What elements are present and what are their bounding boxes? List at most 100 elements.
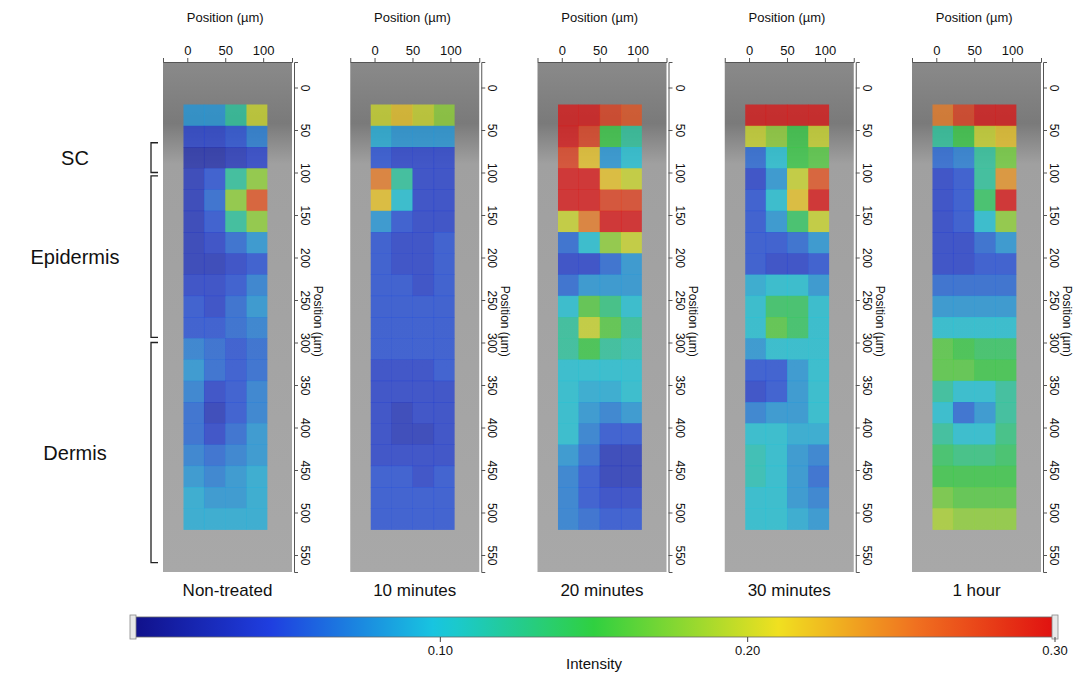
x-tick-label: 50 <box>780 43 794 58</box>
tissue-background <box>538 62 667 572</box>
x-tick-mark <box>600 58 601 62</box>
heatmap-cell <box>578 508 600 530</box>
heatmap-cell <box>246 508 267 530</box>
x-tick-mark <box>562 58 563 62</box>
heatmap-cell <box>225 275 247 297</box>
heatmap-cell <box>787 445 809 467</box>
heatmap-cell <box>953 402 975 424</box>
y-tick-mark <box>669 513 673 514</box>
x-tick: 0 <box>559 43 566 62</box>
heatmap-cell <box>745 317 766 339</box>
heatmap-cell <box>204 147 226 169</box>
heatmap-cell <box>808 487 829 509</box>
y-tick-label: 450 <box>1047 460 1061 480</box>
heatmap-cell <box>391 147 413 169</box>
y-tick-mark <box>294 428 298 429</box>
heatmap-cell <box>932 423 953 445</box>
y-tick-label: 200 <box>1047 248 1061 268</box>
heatmap-cell <box>766 466 788 488</box>
heatmap-cell <box>745 190 766 212</box>
tissue-background <box>350 62 479 572</box>
y-tick-label: 350 <box>485 375 499 395</box>
y-tick-label: 150 <box>673 205 687 225</box>
heatmap-cell <box>225 508 247 530</box>
heatmap-cell <box>558 360 579 382</box>
heatmap-cell <box>974 253 996 275</box>
heatmap-cell <box>974 338 996 360</box>
y-tick-mark <box>481 385 485 386</box>
heatmap-cell <box>391 423 413 445</box>
heatmap-cell <box>412 466 434 488</box>
y-tick: 550 <box>669 545 687 565</box>
heatmap-cell <box>183 508 204 530</box>
heatmap-cell <box>600 402 622 424</box>
y-tick-mark <box>1043 300 1047 301</box>
heatmap-cell <box>766 402 788 424</box>
heatmap-cell <box>600 296 622 318</box>
y-tick: 350 <box>294 375 312 395</box>
heatmap-cell <box>204 338 226 360</box>
heatmap-cell <box>766 296 788 318</box>
heatmap-cell <box>766 275 788 297</box>
heatmap-cell <box>578 402 600 424</box>
heatmap-cell <box>808 211 829 233</box>
y-tick: 350 <box>856 375 874 395</box>
heatmap-cell <box>953 211 975 233</box>
y-tick-mark <box>669 555 673 556</box>
y-axis: 050100150200250300350400450500550 <box>856 63 874 573</box>
heatmap-cell <box>600 466 622 488</box>
heatmap-cell <box>995 360 1016 382</box>
x-tick-mark <box>974 58 975 62</box>
x-axis-line <box>538 58 667 63</box>
heatmap-cell <box>766 381 788 403</box>
heatmap-cell <box>578 317 600 339</box>
y-tick-label: 550 <box>860 545 874 565</box>
heatmap-cell <box>787 168 809 190</box>
heatmap-cell <box>558 105 579 127</box>
y-tick-mark <box>856 130 860 131</box>
y-tick-label: 550 <box>485 545 499 565</box>
heatmap-cell <box>766 317 788 339</box>
x-tick-label: 0 <box>184 43 191 58</box>
heatmap-cell <box>974 168 996 190</box>
x-tick-label: 100 <box>253 43 275 58</box>
heatmap-cell <box>246 168 267 190</box>
colorbar-tick-label: 0.20 <box>735 643 760 658</box>
y-tick-mark <box>856 173 860 174</box>
y-tick: 50 <box>669 124 687 138</box>
heatmap-cell <box>600 232 622 254</box>
heatmap-cell <box>787 423 809 445</box>
y-tick: 150 <box>481 205 499 225</box>
x-tick-mark <box>936 58 937 62</box>
heatmap-cell <box>621 105 642 127</box>
x-tick-label: 0 <box>746 43 753 58</box>
heatmap-cell <box>391 402 413 424</box>
y-tick: 200 <box>294 248 312 268</box>
heatmap-cell <box>371 338 392 360</box>
heatmap-cell <box>371 487 392 509</box>
y-tick: 250 <box>294 290 312 310</box>
y-tick-mark <box>294 385 298 386</box>
heatmap-cell <box>745 126 766 148</box>
x-tick-mark <box>187 58 188 62</box>
x-tick: 50 <box>406 43 420 62</box>
heatmap-cell <box>204 275 226 297</box>
heatmap-cell <box>412 232 434 254</box>
y-tick-mark <box>294 258 298 259</box>
panel: 050100Position (µm)050100150200250300350… <box>163 10 325 600</box>
heatmap-cell <box>434 126 455 148</box>
heatmap-cell <box>246 232 267 254</box>
region-bracket <box>151 343 158 563</box>
heatmap-cell <box>953 168 975 190</box>
heatmap-cell <box>183 296 204 318</box>
heatmap-cell <box>391 190 413 212</box>
heatmap-cell <box>621 508 642 530</box>
heatmap-cell <box>766 126 788 148</box>
heatmap-cell <box>578 232 600 254</box>
x-tick-mark <box>263 58 264 62</box>
heatmap-cell <box>225 338 247 360</box>
x-axis: 050100 <box>913 43 1042 63</box>
heatmap-cell <box>932 275 953 297</box>
heatmap-cell <box>974 381 996 403</box>
y-tick-mark <box>669 173 673 174</box>
